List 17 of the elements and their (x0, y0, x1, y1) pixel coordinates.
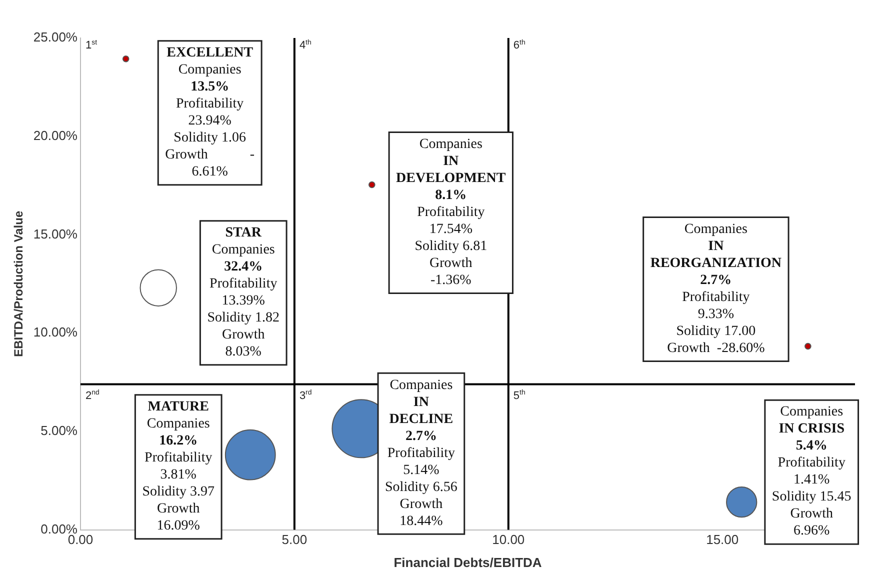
x-axis-title: Financial Debts/EBITDA (394, 554, 542, 570)
y-tick-label: 20.00% (33, 128, 78, 143)
annotation: Companies IN CRISIS 5.4% Profitability 1.41% Solidity 15.45 Growth 6.96% (772, 404, 852, 539)
y-tick-label: 25.00% (33, 30, 78, 45)
x-tick-label: 15.00 (706, 532, 739, 548)
annotation: MATURE Companies 16.2% Profitability 3.81% Solidity 3.97 Growth 16.09% (142, 399, 215, 534)
text: Companies IN DEVELOPMENT 8.1% Profitability 17.54% Solidity 6.81 Growth -1.36% (396, 136, 506, 288)
annotation: EXCELLENT Companies 13.5% Profitability 23.94% Solidity 1.06 Growth - 6.61% (165, 45, 255, 180)
y-axis-title: EBITDA/Production Value (12, 210, 26, 357)
x-tick-label: 10.00 (492, 532, 525, 548)
x-tick-label: 5.00 (282, 532, 308, 548)
annotation: Companies IN REORGANIZATION 2.7% Profitability 9.33% Solidity 17.00 Growth -28.60% (650, 222, 782, 356)
y-tick-label: 15.00% (33, 226, 78, 242)
annotation: STAR Companies 32.4% Profitability 13.39% Solidity 1.82 Growth 8.03% (207, 225, 280, 360)
y-tick-label: 10.00% (33, 324, 78, 340)
y-tick-label: 5.00% (40, 423, 78, 438)
text: Companies IN DECLINE 2.7% Profitability 5.14% Solidity 6.56 Growth 18.44% (385, 378, 458, 529)
